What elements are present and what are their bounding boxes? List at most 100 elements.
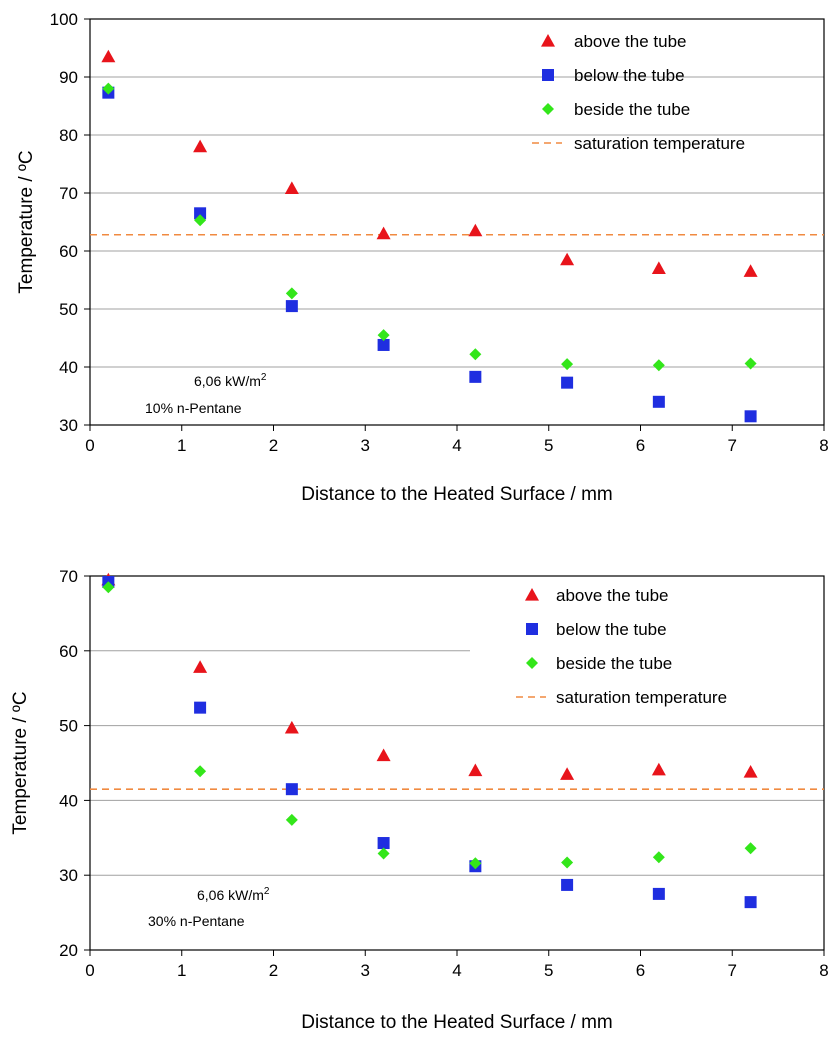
y-tick-label: 60 [59,642,78,661]
legend-label: beside the tube [556,654,672,673]
x-tick-label: 8 [819,961,828,980]
data-point [560,767,575,780]
data-point [743,764,758,778]
x-tick-label: 4 [452,961,461,980]
legend-label: saturation temperature [574,134,745,153]
y-tick-label: 40 [59,358,78,377]
annotation-heat-flux-superscript: 2 [261,372,267,383]
chart-bottom: 0 1 2 3 4 5 6 7 8 20 30 40 50 60 70 Distance to the Hea… [0,520,834,1038]
x-tick-label: 3 [361,961,370,980]
data-point [193,139,208,153]
data-point [652,887,665,900]
data-point [377,338,390,351]
x-tick-label: 8 [819,436,828,455]
legend-label: above the tube [574,32,686,51]
x-axis-title: Distance to the Heated Surface / mm [301,484,613,505]
data-point [285,783,298,796]
data-point [102,581,115,594]
data-point [102,82,115,95]
data-point [469,857,482,870]
x-tick-label: 6 [636,961,645,980]
annotation-heat-flux: 6,06 kW/m2 [197,886,270,903]
x-tick-label: 7 [728,961,737,980]
data-point [101,49,116,63]
legend-marker-triangle [541,34,555,47]
legend-label: above the tube [556,586,668,605]
legend-marker-diamond [542,103,554,115]
data-point [284,720,299,734]
y-tick-label: 50 [59,300,78,319]
data-point [652,851,665,864]
data-point [560,252,575,266]
data-point [652,395,665,408]
data-point [377,837,390,850]
y-tick-label: 30 [59,416,78,435]
y-tick-label: 90 [59,68,78,87]
legend-label: below the tube [574,66,685,85]
y-tick-label: 30 [59,866,78,885]
legend-marker-square [542,69,554,81]
data-point [744,842,757,855]
x-tick-label: 3 [361,436,370,455]
annotation-heat-flux-superscript: 2 [264,886,270,897]
annotation-mixture: 30% n-Pentane [148,913,245,929]
y-tick-label: 60 [59,242,78,261]
series-diamond [102,581,757,870]
data-point [468,763,483,777]
series-diamond [102,82,757,372]
x-tick-label: 1 [177,436,186,455]
y-tick-label: 100 [50,10,78,29]
y-tick-label: 20 [59,941,78,960]
data-point [285,287,298,300]
data-point [285,813,298,826]
legend-label: beside the tube [574,100,690,119]
data-point [743,264,758,277]
data-point [651,261,666,274]
data-point [194,207,207,220]
data-point [561,376,574,389]
data-point [561,358,574,371]
data-point [468,223,483,237]
data-point [285,300,298,313]
chart-top: 0 1 2 3 4 5 6 7 8 30 40 50 60 70 80 90 100 Distance to th… [16,10,829,505]
y-tick-label: 80 [59,126,78,145]
legend-marker-triangle [525,588,539,601]
annotation-heat-flux: 6,06 kW/m2 [194,372,267,389]
x-tick-label: 0 [85,961,94,980]
x-tick-label: 0 [85,436,94,455]
annotation-heat-flux-text: 6,06 kW/m [194,373,261,389]
x-tick-label: 1 [177,961,186,980]
y-tick-label: 50 [59,717,78,736]
data-point [193,660,208,673]
data-point [469,370,482,383]
legend-marker-diamond [526,657,538,669]
x-axis-title: Distance to the Heated Surface / mm [301,1012,613,1033]
data-point [376,748,391,762]
data-point [561,878,574,891]
y-tick-label: 70 [59,184,78,203]
y-axis-title: Temperature / ºC [10,691,31,834]
legend-marker-square [526,623,538,635]
data-point [377,847,390,860]
x-tick-label: 5 [544,961,553,980]
legend-label: saturation temperature [556,688,727,707]
data-point [377,329,390,342]
data-point [194,765,207,778]
x-tick-label: 5 [544,436,553,455]
x-tick-label: 2 [269,961,278,980]
data-point [744,410,757,423]
annotation-heat-flux-text: 6,06 kW/m [197,887,264,903]
series-triangle [101,49,758,277]
y-tick-label: 70 [59,567,78,586]
data-point [376,226,391,240]
x-tick-label: 7 [728,436,737,455]
data-point [744,357,757,370]
data-point [194,701,207,714]
data-point [652,359,665,372]
data-point [194,214,207,227]
chart-1-svg: 0 1 2 3 4 5 6 7 8 20 30 40 50 60 70 Distance to the Hea… [10,567,829,1033]
data-point [469,348,482,361]
x-tick-label: 6 [636,436,645,455]
data-point [744,896,757,909]
annotation-mixture: 10% n-Pentane [145,400,242,416]
